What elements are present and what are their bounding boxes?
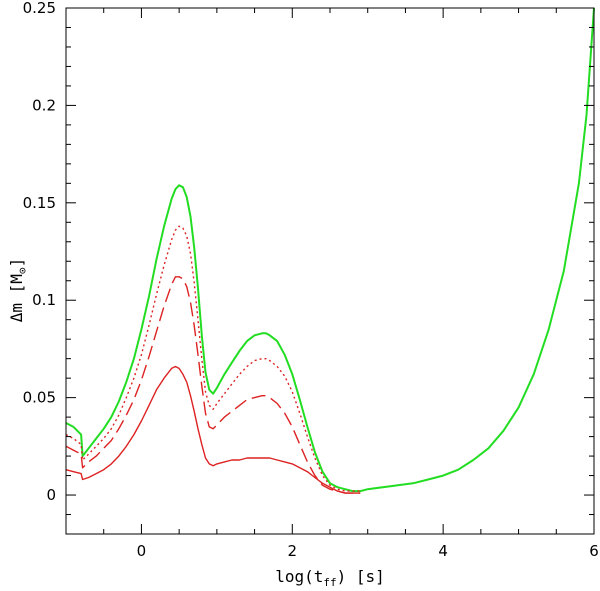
y-axis-label: Δm [M⊙] — [7, 258, 29, 322]
x-tick-label: 2 — [288, 542, 298, 560]
y-tick-label: 0.05 — [23, 389, 56, 407]
series-line-1 — [65, 225, 361, 492]
plot-frame — [65, 7, 595, 535]
plot-lines — [65, 7, 595, 494]
series-line-0 — [65, 7, 595, 493]
series-line-2 — [65, 276, 361, 494]
axis-ticks — [65, 7, 595, 535]
y-tick-label: 0.25 — [23, 0, 56, 17]
series-line-3 — [65, 365, 361, 494]
x-axis-label: log(tff) [s] — [275, 567, 385, 589]
y-tick-label: 0.1 — [32, 291, 56, 309]
x-tick-label: 6 — [589, 542, 599, 560]
y-tick-label: 0.2 — [32, 96, 56, 114]
x-tick-label: 0 — [137, 542, 147, 560]
y-tick-label: 0.15 — [23, 194, 56, 212]
tick-labels: 0 2 4 6 0 0.05 0.1 0.15 0.2 0.25 — [23, 0, 599, 560]
y-tick-label: 0 — [46, 486, 56, 504]
x-tick-label: 4 — [438, 542, 448, 560]
